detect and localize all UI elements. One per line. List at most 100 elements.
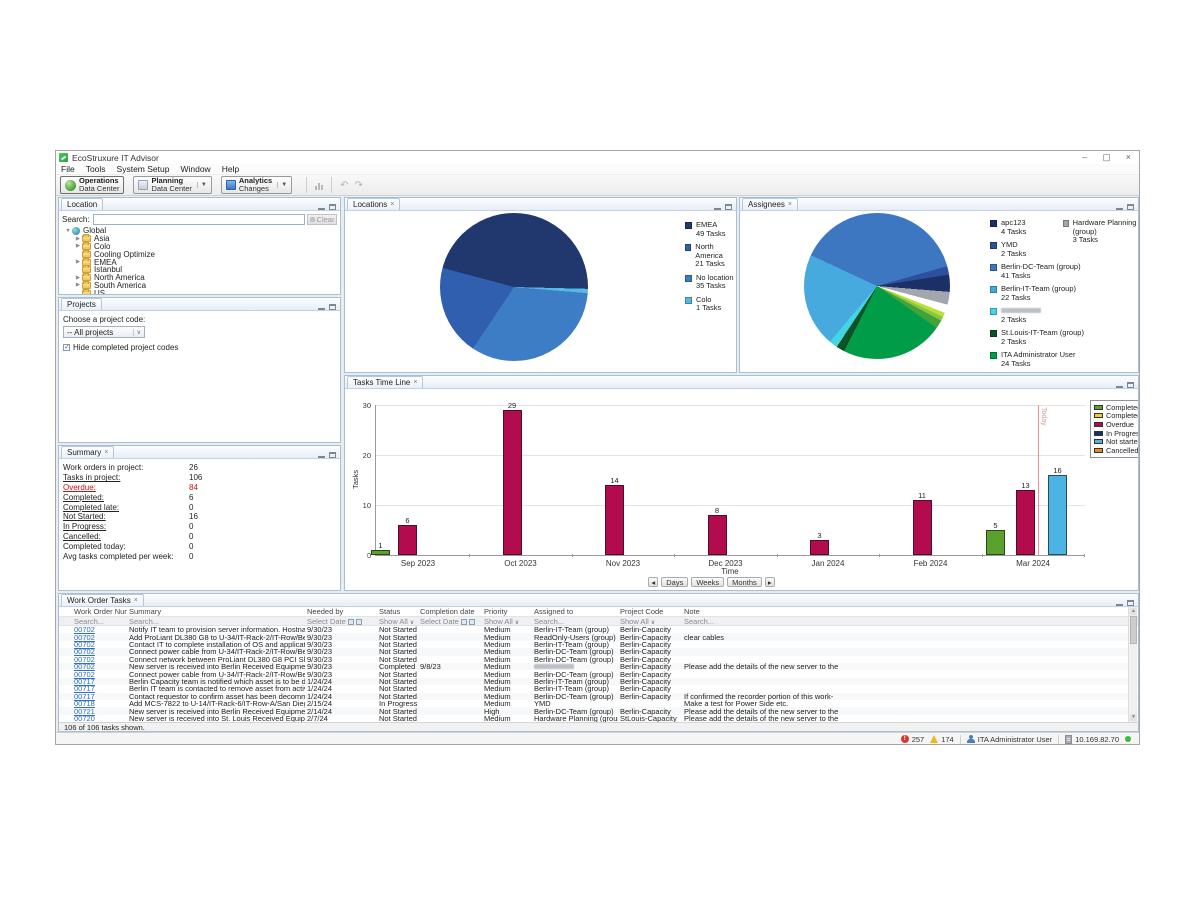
minimize-panel-icon[interactable] [1116,382,1123,388]
table-row[interactable]: 00717 Contact requestor to confirm asset … [59,692,1138,701]
table-row[interactable]: 00702 Add ProLiant DL380 G8 to U-34/IT-Ra… [59,633,1138,642]
filter-cell[interactable]: Search... [72,617,127,626]
work-order-link[interactable]: 00721 [74,706,95,716]
close-tab-icon[interactable]: × [413,379,418,386]
tab-locations-chart[interactable]: Locations × [347,198,401,210]
column-header-completion-date[interactable]: Completion date [420,607,475,616]
range-prev-icon[interactable]: ◂ [648,577,659,587]
summary-label[interactable]: Cancelled: [63,531,101,541]
maximize-panel-icon[interactable] [1127,382,1134,388]
work-order-link[interactable]: 00702 [74,625,95,635]
work-order-link[interactable]: 00702 [74,647,95,657]
summary-label[interactable]: Completed: [63,492,104,502]
minimize-panel-icon[interactable] [318,204,325,210]
filter-cell[interactable]: Select Date [305,617,377,626]
table-row[interactable]: 00702 Connect power cable from U-34/IT-Ra… [59,647,1138,657]
menu-item-help[interactable]: Help [221,164,240,174]
minimize-panel-icon[interactable] [318,304,325,310]
column-header-assigned-to[interactable]: Assigned to [534,607,574,616]
summary-label[interactable]: Completed late: [63,502,120,512]
tab-location[interactable]: Location [61,198,104,210]
maximize-panel-icon[interactable] [1127,600,1134,606]
table-row[interactable]: 00702 Contact IT to complete installation… [74,639,671,649]
tree-item-cooling-optimize[interactable]: Cooling Optimize [59,249,340,259]
filter-cell[interactable]: Search... [127,617,305,626]
work-order-link[interactable]: 00717 [74,684,95,694]
maximize-panel-icon[interactable] [1127,204,1134,210]
tab-projects[interactable]: Projects [61,298,102,310]
close-tab-icon[interactable]: × [390,201,395,208]
table-row[interactable]: 00702 Notify IT team to provision server … [74,625,671,635]
maximize-panel-icon[interactable] [329,204,336,210]
chevron-collapsed-icon[interactable]: ▶ [75,259,81,266]
column-header-project-code[interactable]: Project Code [620,607,664,616]
column-header-needed-by[interactable]: Needed by [307,607,344,616]
close-tab-icon[interactable]: × [787,201,793,208]
tab-summary[interactable]: Summary × [61,446,115,458]
chevron-collapsed-icon[interactable]: ▶ [75,235,81,242]
chevron-collapsed-icon[interactable]: ▶ [75,243,81,250]
close-window-icon[interactable]: × [1125,152,1131,162]
work-order-link[interactable]: 00702 [74,639,95,649]
work-order-link[interactable]: 00718 [74,699,95,709]
tree-item-global[interactable]: ▼ Global [59,226,340,235]
close-tab-icon[interactable]: × [104,449,109,456]
clear-filter-cell[interactable] [59,617,72,626]
column-header-priority[interactable]: Priority [484,607,508,616]
tree-item-colo[interactable]: ▶ Colo [59,241,340,251]
tree-item-north-america[interactable]: ▶ North America [59,273,340,282]
range-button-days[interactable]: Days [661,577,689,587]
tree-item-south-america[interactable]: ▶ South America [59,280,340,290]
filter-cell[interactable]: Show All ∨ [482,617,532,626]
column-header-work-order-number[interactable]: Work Order Number [74,607,127,616]
maximize-panel-icon[interactable] [329,452,336,458]
table-row[interactable]: 00702 Connect power cable from U-34/IT-Ra… [74,669,671,679]
table-row[interactable]: 00720 New server is received into St. Lou… [74,713,839,723]
chevron-down-icon[interactable]: ▼ [277,182,287,188]
work-order-link[interactable]: 00720 [74,713,95,723]
work-order-link[interactable]: 00702 [74,654,95,664]
tab-timeline[interactable]: Tasks Time Line × [347,376,424,388]
tree-item-istanbul[interactable]: Istanbul [59,265,340,274]
menu-item-window[interactable]: Window [180,164,211,174]
column-header-note[interactable]: Note [684,607,700,616]
minimize-panel-icon[interactable] [1116,600,1123,606]
menu-item-file[interactable]: File [61,164,75,174]
filter-cell[interactable]: Show All ∨ [377,617,418,626]
chevron-expanded-icon[interactable]: ▼ [65,227,71,234]
minimize-window-icon[interactable]: – [1082,152,1088,162]
work-order-link[interactable]: 00702 [74,669,95,679]
menu-item-system-setup[interactable]: System Setup [116,164,170,174]
tab-assignees-chart[interactable]: Assignees × [742,198,799,210]
summary-label[interactable]: Overdue: [63,482,96,492]
tree-item-emea[interactable]: ▶ EMEA [59,257,340,267]
work-order-link[interactable]: 00702 [74,662,95,672]
minimize-panel-icon[interactable] [1116,204,1123,210]
close-tab-icon[interactable]: × [133,597,138,604]
scroll-up-icon[interactable]: ▲ [1130,608,1137,615]
table-row[interactable]: 00718 Add MCS-7822 to U-14/IT-Rack-6/IT-R… [74,699,789,709]
summary-label[interactable]: Tasks in project: [63,473,121,483]
summary-label[interactable]: In Progress: [63,522,107,532]
menu-item-tools[interactable]: Tools [85,164,106,174]
range-button-months[interactable]: Months [727,577,762,587]
filter-cell[interactable]: Search... [682,617,842,626]
toolbar-button-operations[interactable]: Operations Data Center [60,176,125,194]
summary-label[interactable]: Not Started: [63,512,106,522]
table-row[interactable]: 00717 Berlin Capacity team is notified wh… [59,677,1138,686]
filter-cell[interactable]: Show All ∨ [618,617,682,626]
table-row[interactable]: 00702 Connect network between ProLiant DL… [74,654,671,664]
range-next-icon[interactable]: ▸ [764,577,775,587]
chevron-collapsed-icon[interactable]: ▶ [75,274,81,281]
column-header-status[interactable]: Status [379,607,401,616]
tab-workorder-tasks[interactable]: Work Order Tasks × [61,594,144,606]
tree-item-us[interactable]: US [59,288,340,294]
scroll-down-icon[interactable]: ▼ [1130,714,1137,721]
chevron-down-icon[interactable]: ▼ [196,182,207,188]
toolbar-button-analytics[interactable]: Analytics Changes ▼ [220,176,293,194]
chevron-collapsed-icon[interactable]: ▶ [75,282,81,289]
scrollbar-thumb[interactable] [1130,616,1137,644]
maximize-window-icon[interactable]: ▢ [1102,152,1111,162]
table-row[interactable]: 00717 Berlin IT team is contacted to remo… [74,684,671,694]
clear-search-button[interactable]: Clear [307,213,337,225]
